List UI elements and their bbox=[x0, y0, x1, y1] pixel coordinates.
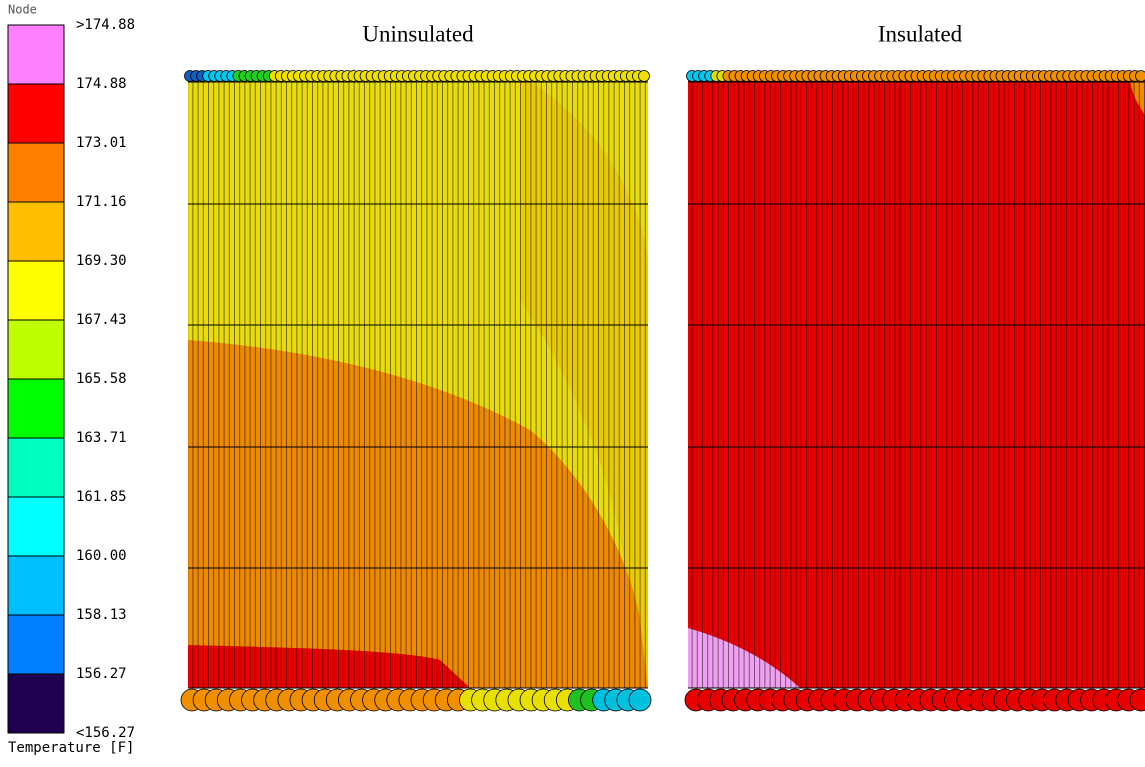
legend: >174.88 174.88 173.01 171.16 169.30 167.43 165… bbox=[7, 17, 135, 741]
legend-swatch bbox=[7, 378, 65, 439]
legend-swatch bbox=[7, 260, 65, 321]
legend-caption: Temperature [F] bbox=[8, 740, 134, 756]
insulated-panel: Insulated bbox=[684, 21, 1145, 712]
mesh bbox=[188, 81, 648, 689]
node-row bbox=[184, 70, 650, 82]
legend-swatch bbox=[7, 496, 65, 557]
legend-header: Node bbox=[8, 3, 37, 17]
mesh bbox=[688, 81, 1145, 689]
legend-label: 167.43 bbox=[76, 312, 127, 328]
legend-label: 173.01 bbox=[76, 135, 127, 151]
node-row bbox=[686, 70, 1145, 82]
legend-label: 158.13 bbox=[76, 607, 127, 623]
legend-swatch bbox=[7, 201, 65, 262]
legend-swatch bbox=[7, 673, 65, 734]
legend-label: 161.85 bbox=[76, 489, 127, 505]
node-row bbox=[180, 688, 652, 712]
legend-swatch bbox=[7, 319, 65, 380]
node bbox=[628, 688, 652, 712]
mesh bbox=[188, 76, 648, 688]
legend-label: 163.71 bbox=[76, 430, 127, 446]
legend-label: 171.16 bbox=[76, 194, 127, 210]
legend-swatch bbox=[7, 555, 65, 616]
node-row bbox=[684, 688, 1145, 712]
legend-label: 156.27 bbox=[76, 666, 127, 682]
panel-title: Insulated bbox=[878, 21, 963, 46]
legend-swatch bbox=[7, 24, 65, 85]
legend-swatch bbox=[7, 142, 65, 203]
legend-label: 160.00 bbox=[76, 548, 127, 564]
node bbox=[1135, 70, 1145, 82]
legend-label: >174.88 bbox=[76, 17, 135, 33]
mesh bbox=[688, 76, 1145, 688]
uninsulated-panel: Uninsulated bbox=[180, 21, 652, 712]
legend-label: 174.88 bbox=[76, 76, 127, 92]
legend-label: 165.58 bbox=[76, 371, 127, 387]
node bbox=[1129, 688, 1145, 712]
legend-swatch bbox=[7, 437, 65, 498]
legend-swatch bbox=[7, 83, 65, 144]
panel-title: Uninsulated bbox=[362, 21, 474, 46]
legend-label: 169.30 bbox=[76, 253, 127, 269]
legend-label: <156.27 bbox=[76, 725, 135, 741]
node bbox=[638, 70, 650, 82]
legend-swatch bbox=[7, 614, 65, 675]
